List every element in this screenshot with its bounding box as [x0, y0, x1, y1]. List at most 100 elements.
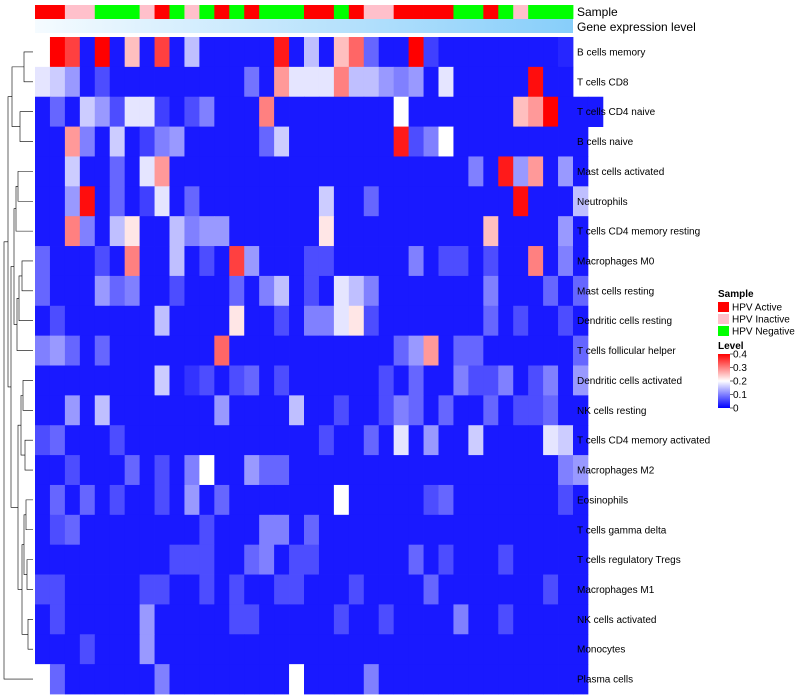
heatmap-cell — [139, 66, 155, 98]
heatmap-cell — [64, 37, 81, 68]
heatmap-cell — [289, 156, 305, 187]
heatmap-cell — [528, 126, 544, 157]
heatmap-cell — [259, 425, 275, 456]
heatmap-cell — [543, 96, 559, 127]
heatmap-cell — [109, 425, 126, 456]
heatmap-cell — [244, 514, 260, 546]
legend-tick-label: 0.2 — [733, 377, 747, 388]
heatmap-cell — [333, 335, 350, 366]
heatmap-cell — [124, 246, 141, 277]
dendrogram-link — [19, 111, 33, 142]
heatmap-cell — [259, 305, 275, 337]
heatmap-cell — [528, 275, 544, 307]
heatmap-cell — [483, 37, 499, 68]
heatmap-cell — [513, 275, 529, 307]
heatmap-cell — [304, 574, 320, 605]
sample-annotation-cell — [289, 5, 305, 19]
heatmap-cell — [483, 544, 499, 575]
dendrogram-link — [18, 275, 33, 322]
heatmap-cell — [363, 186, 380, 217]
heatmap-cell — [79, 395, 96, 426]
heatmap-cell — [229, 37, 245, 68]
sample-annotation-cell — [558, 5, 574, 19]
sample-annotation-cell — [513, 5, 529, 19]
heatmap-cell — [274, 275, 290, 307]
heatmap-cell — [49, 216, 66, 247]
heatmap-cell — [483, 335, 499, 366]
heatmap-cell — [259, 484, 275, 516]
heatmap-cell — [244, 664, 260, 695]
heatmap-cell — [64, 246, 81, 277]
heatmap-cell — [94, 395, 111, 426]
heatmap-cell — [289, 484, 305, 516]
heatmap-cell — [109, 216, 126, 247]
heatmap-cell — [199, 186, 215, 217]
heatmap-cell — [289, 246, 305, 277]
heatmap-cell — [378, 395, 395, 426]
heatmap-cell — [573, 634, 589, 665]
heatmap-cell — [543, 126, 559, 157]
heatmap-cell — [408, 66, 424, 98]
heatmap-cell — [558, 574, 574, 605]
sample-annotation-cell — [528, 5, 544, 19]
heatmap-cell — [214, 365, 230, 396]
heatmap-cell — [274, 126, 290, 157]
heatmap-cell — [348, 365, 365, 396]
heatmap-cell — [438, 186, 454, 217]
heatmap-cell — [169, 216, 185, 247]
heatmap-cell — [438, 455, 454, 486]
heatmap-cell — [453, 365, 469, 396]
heatmap-cell — [408, 335, 424, 366]
heatmap-cell — [543, 574, 559, 605]
gene-annotation-label: Gene expression level — [577, 20, 696, 34]
heatmap-cell — [199, 216, 215, 247]
heatmap-cell — [528, 246, 544, 277]
heatmap-cell — [49, 96, 66, 127]
heatmap-cell — [289, 365, 305, 396]
heatmap-cell — [35, 335, 51, 366]
heatmap-cell — [79, 216, 96, 247]
heatmap-cell — [348, 604, 365, 635]
dendrogram-link — [17, 171, 33, 202]
heatmap-cell — [318, 96, 335, 127]
heatmap-cell — [528, 66, 544, 98]
heatmap-cell — [79, 275, 96, 307]
heatmap-cell — [35, 186, 51, 217]
heatmap-cell — [408, 126, 424, 157]
heatmap-cell — [154, 395, 170, 426]
heatmap-cell — [348, 126, 365, 157]
heatmap-cell — [333, 425, 350, 456]
heatmap-cell — [468, 484, 484, 516]
heatmap-cell — [199, 335, 215, 366]
legend-sample-label: HPV Active — [732, 303, 782, 314]
heatmap-cell — [35, 634, 51, 665]
heatmap-cell — [423, 604, 439, 635]
heatmap-cell — [438, 425, 454, 456]
heatmap-cell — [229, 126, 245, 157]
dendrogram-link — [25, 499, 33, 531]
heatmap-cell — [528, 305, 544, 337]
heatmap-cell — [109, 156, 126, 187]
heatmap-cell — [438, 395, 454, 426]
row-label: T cells CD4 memory activated — [577, 436, 710, 447]
heatmap-cell — [94, 634, 111, 665]
heatmap-cell — [363, 246, 380, 277]
heatmap-cell — [528, 484, 544, 516]
sample-annotation-cell — [229, 5, 245, 19]
heatmap-cell — [274, 305, 290, 337]
heatmap-cell — [573, 484, 589, 516]
heatmap-cell — [333, 126, 350, 157]
heatmap-cell — [49, 156, 66, 187]
heatmap-cell — [169, 246, 185, 277]
row-label: T cells gamma delta — [577, 525, 667, 536]
sample-annotation-cell — [438, 5, 454, 19]
heatmap-cell — [169, 156, 185, 187]
heatmap-cell — [169, 484, 185, 516]
heatmap-cell — [124, 574, 141, 605]
heatmap-cell — [244, 96, 260, 127]
heatmap-cell — [124, 37, 141, 68]
legend-level-colorbar — [718, 354, 730, 408]
heatmap-cell — [274, 455, 290, 486]
